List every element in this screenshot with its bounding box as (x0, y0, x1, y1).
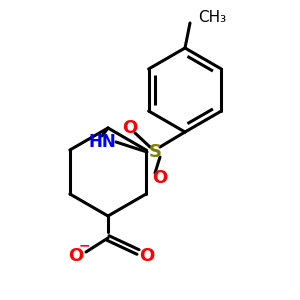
Text: O: O (68, 247, 84, 265)
Text: O: O (152, 169, 168, 187)
Text: CH₃: CH₃ (198, 11, 226, 26)
Text: O: O (122, 119, 138, 137)
Text: HN: HN (88, 133, 116, 151)
Text: −: − (78, 238, 90, 252)
Text: S: S (148, 143, 161, 161)
Text: O: O (140, 247, 154, 265)
